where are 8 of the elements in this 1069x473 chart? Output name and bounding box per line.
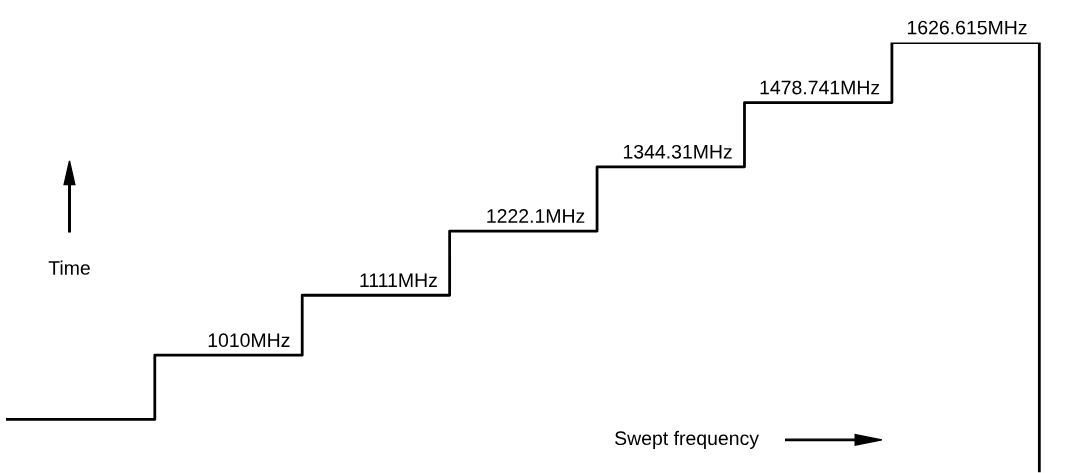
annotation: 1344.31MHz: [623, 144, 732, 159]
annotation: Swept frequency: [615, 430, 759, 449]
annotation: 1010MHz: [208, 333, 290, 348]
annotation: 1478.741MHz: [760, 80, 880, 95]
annotation: 1222.1MHz: [487, 209, 585, 223]
annotation: Time: [48, 260, 90, 275]
annotation: 1111MHz: [360, 273, 437, 287]
text: 1626.615MHz: [907, 20, 1027, 35]
